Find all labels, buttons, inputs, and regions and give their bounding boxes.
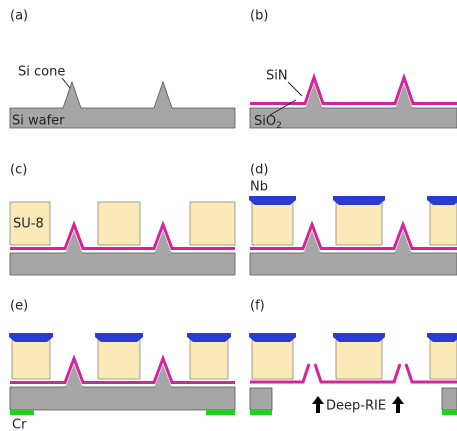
label: Si wafer bbox=[12, 114, 65, 129]
panel-label: (e) bbox=[10, 299, 28, 314]
cr-pad bbox=[442, 410, 457, 415]
label: Nb bbox=[250, 180, 268, 195]
su8-block bbox=[252, 340, 293, 379]
panel-label: (f) bbox=[250, 299, 265, 314]
arrow bbox=[312, 396, 324, 413]
su8-block bbox=[336, 203, 382, 245]
nb-cap bbox=[249, 196, 296, 205]
label: SiN bbox=[266, 69, 288, 84]
su8-block bbox=[190, 340, 228, 379]
label: Deep-RIE bbox=[326, 399, 386, 414]
subscript: 2 bbox=[276, 121, 282, 131]
si-wafer bbox=[442, 388, 457, 410]
nb-cap bbox=[427, 333, 457, 342]
nb-cap bbox=[427, 196, 457, 205]
leader bbox=[62, 78, 70, 88]
nb-cap bbox=[333, 333, 385, 342]
leader bbox=[288, 82, 302, 96]
diagram: (a) (b) (c) (d) (e) (f) Si cone Si wafer… bbox=[0, 0, 457, 431]
label-text: SiO bbox=[254, 114, 276, 129]
panel-label: (b) bbox=[250, 9, 268, 24]
su8-block bbox=[12, 340, 50, 379]
su8-block bbox=[430, 340, 457, 379]
su8-block bbox=[190, 202, 235, 245]
nb-cap bbox=[333, 196, 385, 205]
panel-label: (a) bbox=[10, 9, 28, 24]
cr-pad bbox=[206, 410, 235, 415]
nb-cap bbox=[187, 333, 231, 342]
nb-cap bbox=[9, 333, 53, 342]
nb-cap bbox=[249, 333, 296, 342]
label: SU-8 bbox=[13, 217, 44, 232]
page: (a) (b) (c) (d) (e) (f) Si cone Si wafer… bbox=[0, 0, 457, 431]
su8-block bbox=[252, 203, 293, 245]
su8-block bbox=[98, 202, 140, 245]
panel-label: (d) bbox=[250, 163, 268, 178]
label: Cr bbox=[12, 418, 27, 431]
si-wafer bbox=[250, 388, 272, 410]
su8-block bbox=[98, 340, 140, 379]
arrow bbox=[392, 396, 404, 413]
su8-block bbox=[336, 340, 382, 379]
nb-cap bbox=[95, 333, 143, 342]
cr-pad bbox=[250, 410, 272, 415]
label: Si cone bbox=[18, 65, 65, 80]
su8-block bbox=[430, 203, 457, 245]
cr-pad bbox=[10, 410, 34, 415]
panel-label: (c) bbox=[10, 163, 27, 178]
shapes bbox=[9, 78, 457, 416]
